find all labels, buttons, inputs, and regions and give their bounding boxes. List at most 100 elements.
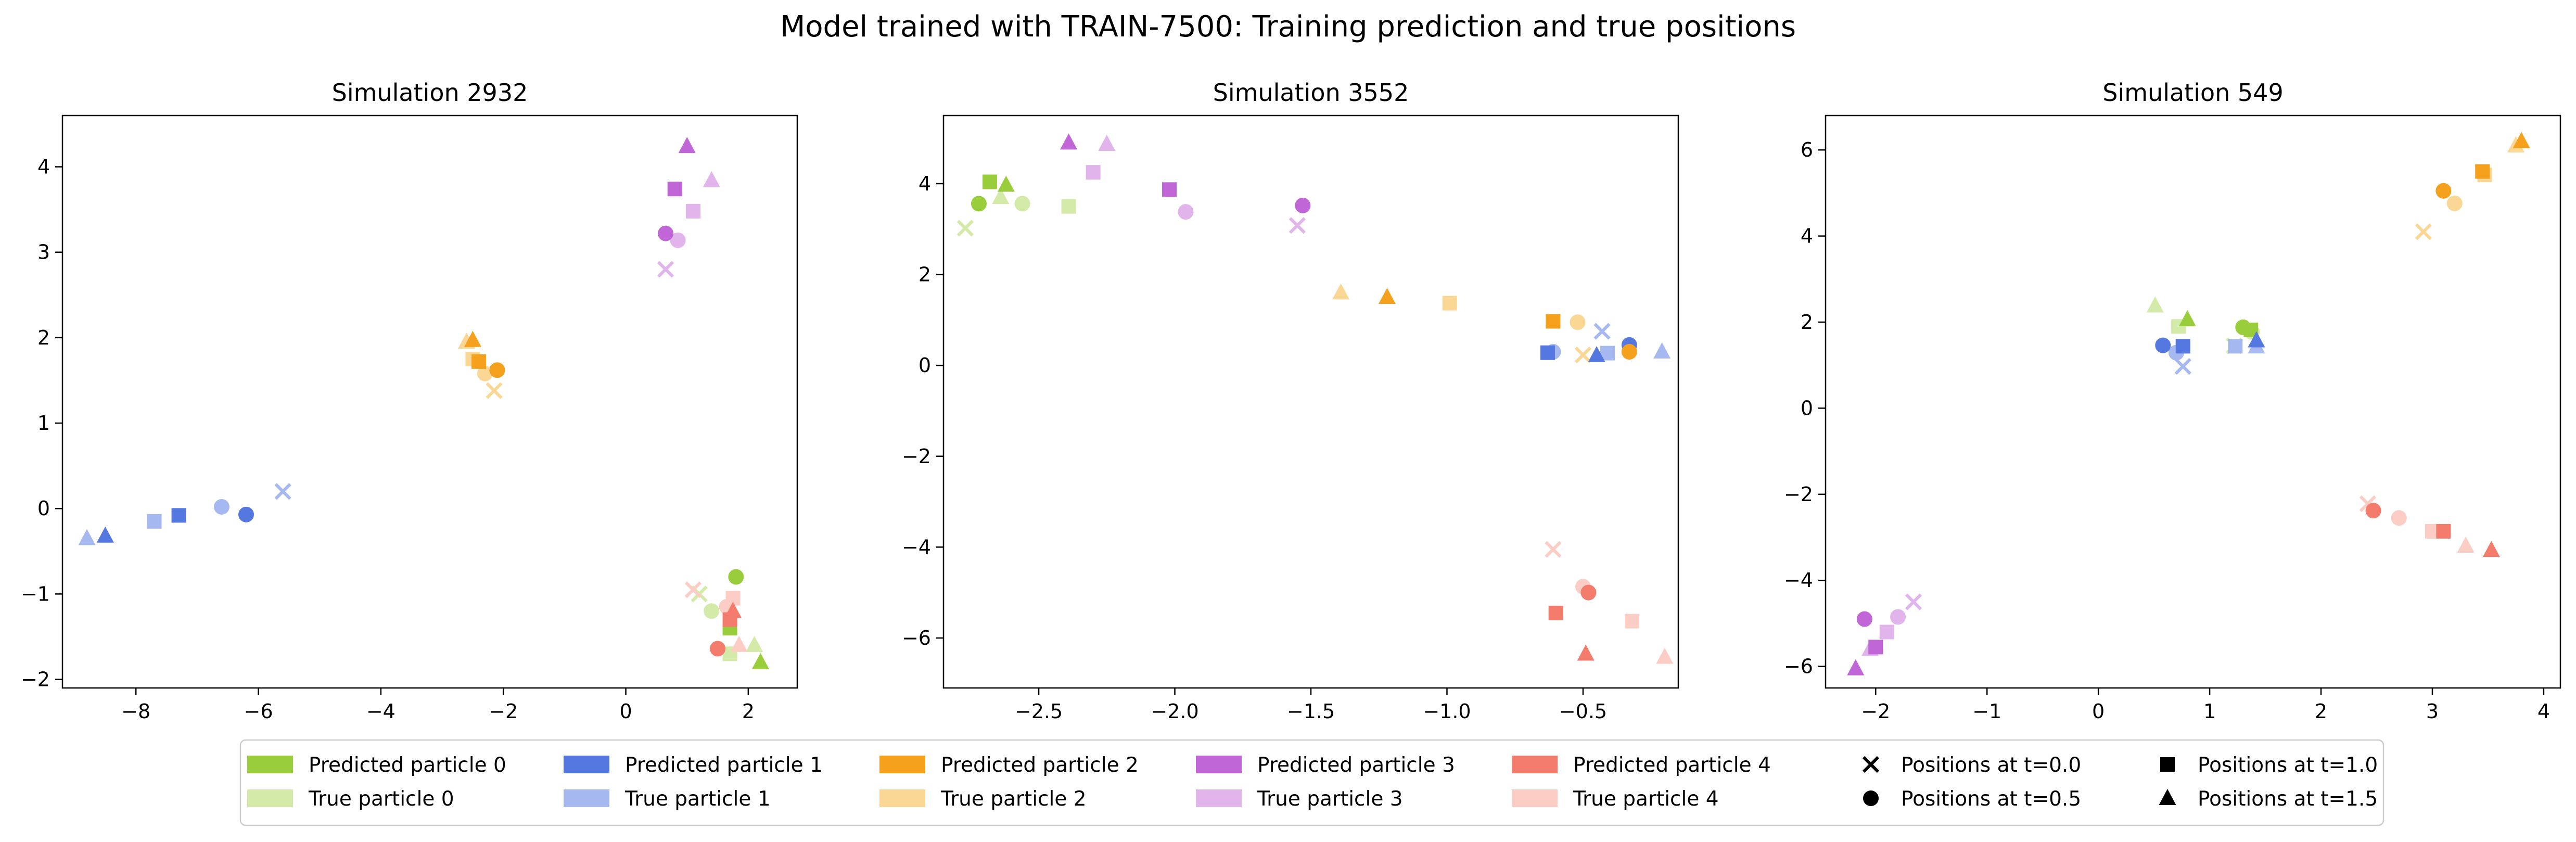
true-particle-3-square-marker	[1086, 165, 1101, 180]
predicted-particle-1-square-marker	[1540, 345, 1555, 360]
legend-swatch	[564, 789, 609, 807]
true-particle-0-triangle-marker	[746, 635, 763, 652]
true-particle-3-circle-marker	[1890, 609, 1906, 625]
true-particle-0-circle-marker	[1014, 196, 1030, 212]
true-particle-4-x-marker	[684, 581, 702, 598]
true-particle-1-triangle-marker	[1653, 342, 1671, 359]
legend-label: Predicted particle 1	[625, 754, 823, 777]
legend-marker-1: Positions at t=0.5	[1863, 787, 2081, 811]
predicted-particle-4-circle-marker	[1580, 584, 1597, 601]
y-tick-label: 6	[1801, 138, 1813, 161]
predicted-particle-1-triangle-marker	[2248, 331, 2265, 348]
y-tick-label: 2	[919, 263, 931, 286]
subplot-0: Simulation 2932 −8 −6 −4 −2 0 2 −2 −1 0 1 2 3 4	[21, 79, 798, 723]
x-tick-label: 1	[2203, 700, 2216, 723]
x-tick-label: 3	[2426, 700, 2439, 723]
y-tick-label: −4	[1784, 569, 1813, 592]
legend: Predicted particle 0 True particle 0 Predi…	[239, 739, 2384, 826]
subplot-2: Simulation 549 −2 −1 0 1 2 3 4 −6 −4 −2 0 2 4 6	[1784, 79, 2561, 723]
x-tick-label: 4	[2537, 700, 2550, 723]
legend-label: True particle 3	[1257, 787, 1403, 811]
predicted-particle-0-circle-marker	[728, 569, 744, 585]
true-particle-3-triangle-marker	[703, 171, 720, 187]
legend-label: Positions at t=0.0	[1901, 754, 2081, 777]
subplots: Simulation 2932−8 −6 −4 −2 0 2−2−101234Simula…	[21, 79, 2561, 723]
legend-true-particle-2: True particle 2	[879, 787, 1087, 811]
figure-title: Model trained with TRAIN-7500: Training …	[780, 10, 1796, 44]
plot-frame	[1825, 114, 2561, 689]
predicted-particle-3-circle-marker	[1856, 611, 1872, 627]
predicted-particle-3-triangle-marker	[1847, 659, 1865, 675]
predicted-particle-0-triangle-marker	[997, 175, 1015, 192]
subplot-1: Simulation 3552 −2.5 −2.0 −1.5 −1.0 −0.5 −6 −4 −…	[902, 79, 1679, 723]
legend-label: True particle 2	[940, 787, 1087, 811]
y-tick-label: 4	[1801, 225, 1813, 248]
y-tick-label: 2	[37, 326, 50, 349]
y-tick-label: −2	[902, 445, 931, 468]
data-points	[1847, 132, 2530, 675]
predicted-particle-2-square-marker	[2475, 164, 2490, 179]
x-tick-label: 2	[742, 700, 755, 723]
true-particle-1-x-marker	[274, 483, 291, 500]
legend-marker-0: Positions at t=0.0	[1862, 754, 2081, 777]
true-particle-2-circle-marker	[2446, 195, 2463, 211]
legend-label: Positions at t=1.0	[2198, 754, 2378, 777]
predicted-particle-1-triangle-marker	[1588, 346, 1605, 362]
y-tick-label: 2	[1801, 311, 1813, 334]
predicted-particle-3-square-marker	[1162, 182, 1177, 197]
legend-true-particle-3: True particle 3	[1196, 787, 1403, 811]
predicted-particle-4-circle-marker	[2365, 503, 2381, 519]
true-particle-4-circle-marker	[2391, 510, 2407, 526]
true-particle-1-triangle-marker	[78, 529, 96, 545]
x-tick-label: 0	[2092, 700, 2105, 723]
subplot-title: Simulation 3552	[1213, 79, 1409, 107]
predicted-particle-1-circle-marker	[238, 506, 254, 522]
predicted-particle-1-square-marker	[171, 508, 186, 523]
predicted-particle-4-circle-marker	[710, 641, 726, 657]
predicted-particle-3-circle-marker	[658, 225, 674, 241]
legend-true-particle-1: True particle 1	[564, 787, 771, 811]
legend-label: Predicted particle 4	[1573, 754, 1771, 777]
true-particle-3-square-marker	[685, 203, 700, 219]
true-particle-2-square-marker	[1442, 296, 1457, 311]
true-particle-3-x-marker	[657, 261, 674, 278]
legend-label: True particle 4	[1573, 787, 1719, 811]
true-particle-4-x-marker	[1545, 541, 1562, 558]
y-tick-label: −2	[1784, 483, 1813, 506]
legend-predicted-particle-0: Predicted particle 0	[247, 754, 506, 777]
true-particle-1-square-marker	[2228, 339, 2243, 354]
legend-swatch	[879, 756, 925, 773]
true-particle-1-circle-marker	[213, 499, 229, 515]
y-tick-label: −6	[1784, 655, 1813, 678]
true-particle-1-x-marker	[2174, 358, 2191, 375]
x-tick-label: −8	[121, 700, 150, 723]
x-tick-label: −4	[366, 700, 396, 723]
legend-predicted-particle-1: Predicted particle 1	[564, 754, 823, 777]
plot-frame	[942, 114, 1679, 689]
legend-predicted-particle-3: Predicted particle 3	[1196, 754, 1455, 777]
true-particle-0-x-marker	[957, 220, 974, 237]
true-particle-4-triangle-marker	[1656, 647, 1674, 664]
true-particle-1-square-marker	[147, 514, 162, 529]
x-marker-icon	[1862, 756, 1880, 773]
y-tick-label: −4	[902, 535, 931, 558]
legend-label: Predicted particle 2	[941, 754, 1139, 777]
y-tick-label: 3	[37, 241, 50, 264]
predicted-particle-3-circle-marker	[1295, 197, 1311, 213]
legend-label: True particle 0	[308, 787, 454, 811]
true-particle-0-triangle-marker	[2146, 296, 2164, 313]
predicted-particle-1-circle-marker	[2155, 337, 2171, 353]
triangle-marker-icon	[2159, 789, 2176, 805]
true-particle-2-x-marker	[486, 382, 503, 399]
predicted-particle-3-square-marker	[667, 182, 682, 197]
legend-frame	[239, 739, 2384, 826]
x-tick-label: −2	[1861, 700, 1890, 723]
subplot-title: Simulation 2932	[332, 79, 528, 107]
predicted-particle-4-triangle-marker	[724, 602, 742, 618]
true-particle-3-triangle-marker	[1098, 135, 1116, 151]
legend-marker-2: Positions at t=1.0	[2160, 754, 2378, 777]
x-tick-label: 0	[619, 700, 632, 723]
legend-true-particle-0: True particle 0	[247, 787, 454, 811]
true-particle-3-circle-marker	[1178, 204, 1194, 220]
